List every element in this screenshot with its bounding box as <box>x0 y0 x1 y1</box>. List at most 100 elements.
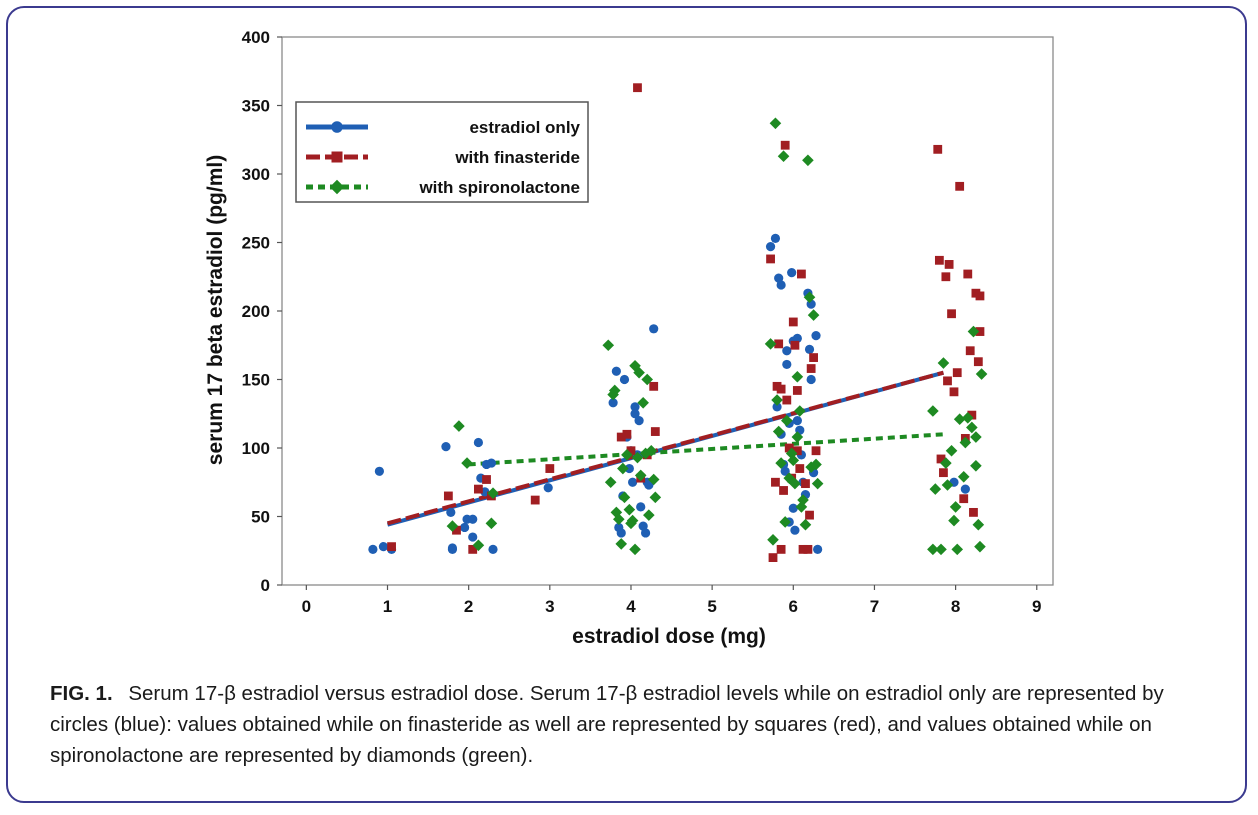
data-point-diamond <box>779 516 791 528</box>
data-point-diamond <box>927 405 939 417</box>
data-point-diamond <box>634 469 647 482</box>
data-point-square <box>944 260 954 269</box>
x-tick-label: 7 <box>870 597 879 616</box>
legend-marker-square <box>331 151 343 163</box>
data-point-square <box>806 364 816 373</box>
data-point-square <box>952 368 962 378</box>
data-point-square <box>474 484 483 494</box>
x-tick-label: 9 <box>1032 597 1041 616</box>
y-tick-label: 350 <box>242 97 270 116</box>
fit-line-square <box>386 370 944 526</box>
data-point-square <box>955 181 965 191</box>
data-point-diamond <box>647 473 660 486</box>
data-point-diamond <box>771 394 783 406</box>
data-point-square <box>788 317 798 327</box>
data-point-diamond <box>461 457 473 469</box>
data-point-diamond <box>453 420 465 432</box>
data-point-square <box>784 443 794 453</box>
data-point-circle <box>630 409 640 419</box>
data-point-square <box>766 254 775 264</box>
caption-text: Serum 17-β estradiol versus estradiol do… <box>50 682 1164 767</box>
data-point-circle <box>960 484 970 494</box>
data-point-circle <box>770 233 781 243</box>
y-tick-label: 200 <box>242 302 270 321</box>
data-point-square <box>616 432 626 442</box>
data-point-circle <box>780 466 790 476</box>
data-point-square <box>774 339 784 349</box>
y-tick-label: 100 <box>242 439 270 458</box>
y-tick-label: 250 <box>242 234 270 253</box>
data-point-diamond <box>633 366 645 379</box>
data-point-diamond <box>626 514 639 527</box>
data-point-circle <box>806 374 816 385</box>
data-point-square <box>780 140 790 150</box>
data-point-diamond <box>645 444 658 457</box>
data-point-square <box>387 542 396 552</box>
data-point-circle <box>628 477 638 487</box>
data-point-diamond <box>775 457 787 469</box>
data-point-square <box>801 479 810 489</box>
data-point-square <box>792 446 802 456</box>
data-point-diamond <box>967 325 980 338</box>
data-point-circle <box>468 514 478 524</box>
data-point-diamond <box>617 462 629 475</box>
data-point-square <box>797 269 806 279</box>
data-point-circle <box>788 503 798 513</box>
data-point-diamond <box>802 154 814 167</box>
data-point-circle <box>374 466 384 476</box>
data-point-diamond <box>613 513 625 526</box>
data-point-diamond <box>637 396 649 409</box>
legend-label: with spironolactone <box>418 178 580 197</box>
y-axis-title: serum 17 beta estradiol (pg/ml) <box>204 155 227 465</box>
data-point-diamond <box>948 514 960 527</box>
data-point-square <box>545 464 555 473</box>
data-point-diamond <box>935 543 947 556</box>
data-point-diamond <box>602 339 615 352</box>
data-point-circle <box>792 416 802 426</box>
data-point-square <box>792 386 802 395</box>
data-point-diamond <box>604 476 617 489</box>
data-point-diamond <box>972 518 985 531</box>
data-point-square <box>803 544 813 554</box>
x-tick-label: 5 <box>707 597 716 616</box>
data-point-diamond <box>793 405 806 417</box>
data-point-circle <box>790 525 800 535</box>
data-point-square <box>452 525 461 535</box>
data-point-square <box>771 477 780 487</box>
data-point-diamond <box>953 413 966 426</box>
data-point-diamond <box>641 373 654 386</box>
data-point-diamond <box>970 460 982 472</box>
data-point-diamond <box>781 414 793 427</box>
data-point-circle <box>611 366 621 376</box>
data-point-square <box>776 384 786 394</box>
data-point-circle <box>446 507 456 517</box>
data-point-square <box>650 427 660 436</box>
data-point-circle <box>608 398 618 408</box>
data-point-square <box>933 144 943 154</box>
data-point-square <box>967 410 977 420</box>
data-point-diamond <box>446 520 459 532</box>
data-point-square <box>795 464 805 473</box>
data-point-circle <box>468 532 478 542</box>
data-point-circle <box>765 242 776 252</box>
legend-label: estradiol only <box>469 118 580 137</box>
data-point-diamond <box>472 539 485 552</box>
data-point-square <box>805 510 814 520</box>
data-point-square <box>936 454 946 464</box>
data-point-circle <box>634 416 644 426</box>
data-point-square <box>798 544 808 554</box>
data-point-circle <box>776 280 786 290</box>
data-point-diamond <box>929 483 942 495</box>
data-point-square <box>811 446 821 456</box>
data-point-diamond <box>807 309 820 321</box>
data-point-diamond <box>623 503 636 516</box>
data-point-circle <box>782 359 792 370</box>
data-point-diamond <box>799 518 812 531</box>
data-point-circle <box>640 528 651 538</box>
data-point-square <box>649 381 659 391</box>
data-point-diamond <box>772 425 785 438</box>
data-point-diamond <box>791 370 804 383</box>
caption-label: FIG. 1. <box>50 682 113 705</box>
data-point-square <box>530 495 540 505</box>
figure-caption: FIG. 1. Serum 17-β estradiol versus estr… <box>50 678 1210 771</box>
